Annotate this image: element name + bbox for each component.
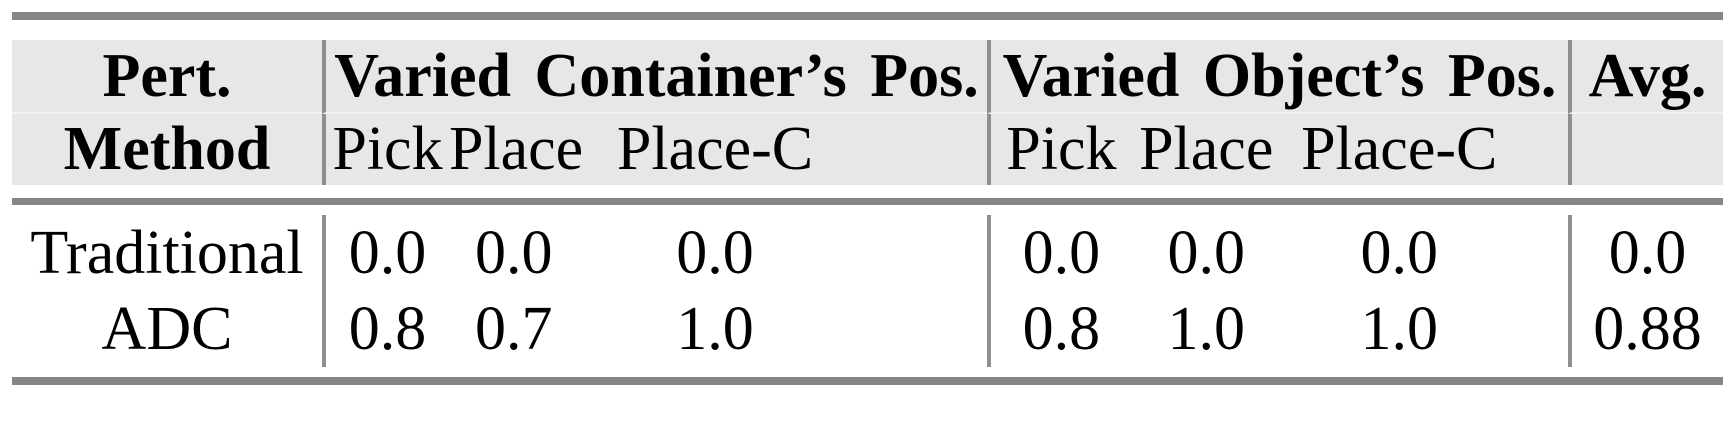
- value-cell: 0.8: [1022, 294, 1101, 363]
- avg-header-cell: Avg.: [1568, 40, 1723, 114]
- subheader-group2-place: Place: [1139, 115, 1274, 183]
- group-header-varied-object-pos: Varied Object’s Pos.: [987, 40, 1568, 114]
- subheader-group1-pick: Pick: [332, 115, 443, 183]
- subheader-group2-place-c: Place-C: [1301, 115, 1498, 183]
- group2-values-row-traditional: 0.0 0.0 0.0: [991, 215, 1568, 291]
- group1-values-column: 0.0 0.0 0.0 0.8 0.7 1.0: [322, 215, 987, 367]
- subheader-group1: Pick Place Place-C: [322, 114, 987, 185]
- value-cell: 0.0: [1360, 218, 1438, 287]
- value-cell: 0.0: [676, 218, 754, 287]
- group1-values-row-traditional: 0.0 0.0 0.0: [326, 215, 987, 291]
- subheader-row-group2: Pick Place Place-C: [991, 114, 1568, 185]
- table-header: Pert. Varied Container’s Pos. Varied Obj…: [12, 40, 1723, 185]
- value-cell: 0.0: [1022, 218, 1101, 287]
- group-header-varied-container-pos: Varied Container’s Pos.: [322, 40, 987, 114]
- value-cell: 0.0: [348, 218, 427, 287]
- avg-values-column: 0.0 0.88: [1568, 215, 1723, 367]
- method-column: Traditional ADC: [12, 215, 322, 367]
- value-cell: 0.0: [474, 218, 553, 287]
- subheader-group1-place: Place: [448, 115, 584, 183]
- results-table: Pert. Varied Container’s Pos. Varied Obj…: [0, 12, 1735, 442]
- value-cell: 0.0: [1167, 218, 1245, 287]
- value-cell: 0.8: [348, 294, 427, 363]
- subheader-row-group1: Pick Place Place-C: [326, 114, 987, 185]
- table-top-rule: [12, 12, 1723, 20]
- avg-cell-traditional: 0.0: [1608, 218, 1687, 287]
- table-body: Traditional ADC 0.0 0.0 0.0 0.8 0.7 1.0: [12, 205, 1723, 377]
- avg-cell-adc: 0.88: [1593, 294, 1702, 363]
- subheader-group1-place-c: Place-C: [616, 115, 814, 183]
- group2-values-row-adc: 0.8 1.0 1.0: [991, 291, 1568, 367]
- value-cell: 1.0: [1360, 294, 1438, 363]
- table-mid-rule: [12, 198, 1723, 205]
- value-cell: 0.7: [474, 294, 553, 363]
- avg-subheader-empty-cell: [1568, 114, 1723, 185]
- value-cell: 1.0: [676, 294, 754, 363]
- subheader-group2: Pick Place Place-C: [987, 114, 1568, 185]
- group1-values-row-adc: 0.8 0.7 1.0: [326, 291, 987, 367]
- pert-header-cell: Pert.: [12, 40, 322, 114]
- group2-values-column: 0.0 0.0 0.0 0.8 1.0 1.0: [987, 215, 1568, 367]
- method-cell-adc: ADC: [101, 294, 233, 363]
- subheader-group2-pick: Pick: [1006, 115, 1117, 183]
- method-cell-traditional: Traditional: [30, 218, 304, 287]
- method-header-cell: Method: [63, 115, 271, 183]
- value-cell: 1.0: [1167, 294, 1245, 363]
- table-bottom-rule: [12, 377, 1723, 385]
